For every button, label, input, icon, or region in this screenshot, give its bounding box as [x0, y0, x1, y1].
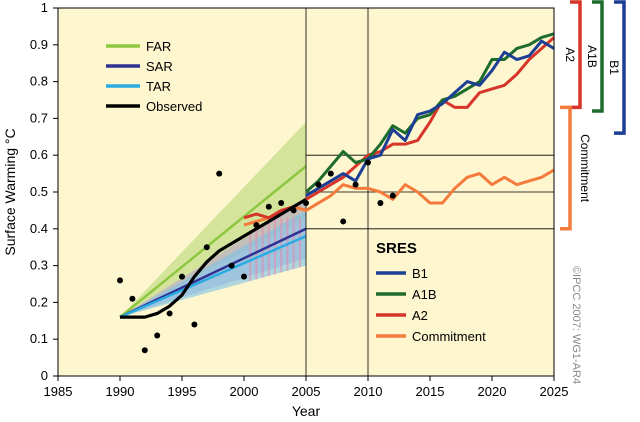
observed-point — [253, 222, 260, 229]
observed-point — [278, 200, 285, 207]
x-tick-label: 1990 — [106, 384, 135, 399]
y-axis-ticks: 0 0.1 0.2 0.3 0.4 0.5 0.6 0.7 0.8 0.9 1 — [30, 0, 58, 383]
side-bracket-a2 — [570, 0, 582, 110]
side-bracket-label-a2: A2 — [563, 47, 577, 62]
legend-label-sar: SAR — [146, 59, 173, 74]
sres-legend-title: SRES — [376, 240, 417, 257]
y-tick-label: 0.2 — [30, 294, 48, 309]
band-far — [120, 122, 306, 318]
series-line-b1 — [305, 39, 555, 197]
x-tick-label: 1995 — [168, 384, 197, 399]
y-tick-label: 0.5 — [30, 184, 48, 199]
x-tick-label: 1985 — [44, 384, 73, 399]
observed-point — [352, 181, 359, 188]
observed-point — [141, 347, 148, 354]
y-tick-label: 0.3 — [30, 258, 48, 273]
x-tick-label: 2000 — [230, 384, 259, 399]
side-bracket-a1b — [592, 0, 604, 113]
observed-point — [315, 181, 322, 188]
observed-point — [290, 207, 297, 214]
y-tick-label: 0.1 — [30, 331, 48, 346]
y-tick-label: 0.7 — [30, 110, 48, 125]
assessment-legend: FAR SAR TAR Observed — [106, 39, 202, 114]
x-axis-ticks: 1985 1990 1995 2000 2005 2010 2015 2020 2025 — [44, 376, 569, 399]
ipcc-credit: ©IPCC 2007: WG1-AR4 — [570, 266, 582, 384]
y-tick-label: 0.4 — [30, 221, 48, 236]
y-axis-label: Surface Warming °C — [2, 128, 18, 255]
side-bracket-label-a1b: A1B — [585, 45, 599, 68]
observed-point — [377, 200, 384, 207]
observed-point — [389, 192, 396, 199]
x-tick-label: 2010 — [354, 384, 383, 399]
observed-point — [241, 273, 247, 280]
legend-label-far: FAR — [146, 39, 171, 54]
side-bracket-label-b1: B1 — [607, 60, 621, 75]
legend-label-tar: TAR — [146, 79, 171, 94]
observed-point — [179, 273, 185, 280]
observed-point — [166, 310, 173, 317]
observed-point — [340, 218, 347, 225]
observed-point — [327, 170, 334, 177]
band-tar — [120, 210, 306, 318]
x-tick-label: 2015 — [416, 384, 445, 399]
legend-label-a1b: A1B — [412, 287, 437, 302]
observed-point — [303, 200, 309, 207]
legend-label-commitment: Commitment — [412, 329, 486, 344]
side-bracket-commitment — [560, 105, 572, 231]
observed-points — [117, 159, 396, 354]
y-tick-label: 0.6 — [30, 147, 48, 162]
y-tick-label: 0.9 — [30, 37, 48, 52]
central-line-far — [119, 165, 307, 319]
series-lines — [120, 32, 555, 319]
y-tick-label: 0.8 — [30, 74, 48, 89]
observed-point — [203, 244, 210, 251]
observed-point — [191, 321, 198, 328]
side-bracket-b1 — [614, 0, 626, 135]
x-tick-label: 2005 — [292, 384, 321, 399]
side-bracket-label-commitment: Commitment — [578, 134, 592, 203]
y-tick-label: 0 — [41, 368, 48, 383]
observed-point — [365, 159, 371, 166]
legend-label-observed: Observed — [146, 99, 202, 114]
side-brackets: A2 A1B B1 Commitment — [560, 0, 626, 231]
central-line-tar — [119, 235, 307, 319]
legend-label-a2: A2 — [412, 308, 428, 323]
x-axis-label: Year — [292, 403, 321, 419]
observed-smoothed-line — [120, 197, 307, 319]
observed-point — [117, 277, 123, 284]
observed-point — [216, 170, 223, 177]
x-tick-label: 2025 — [540, 384, 569, 399]
y-tick-label: 1 — [41, 0, 48, 15]
x-tick-label: 2020 — [478, 384, 507, 399]
observed-point — [228, 262, 235, 269]
series-line-a1b — [305, 32, 555, 194]
observed-point — [265, 203, 272, 210]
sres-legend: SRES B1 A1B A2 Commitment — [376, 240, 486, 344]
legend-label-b1: B1 — [412, 266, 428, 281]
observed-point — [154, 332, 161, 339]
observed-point — [129, 295, 136, 302]
